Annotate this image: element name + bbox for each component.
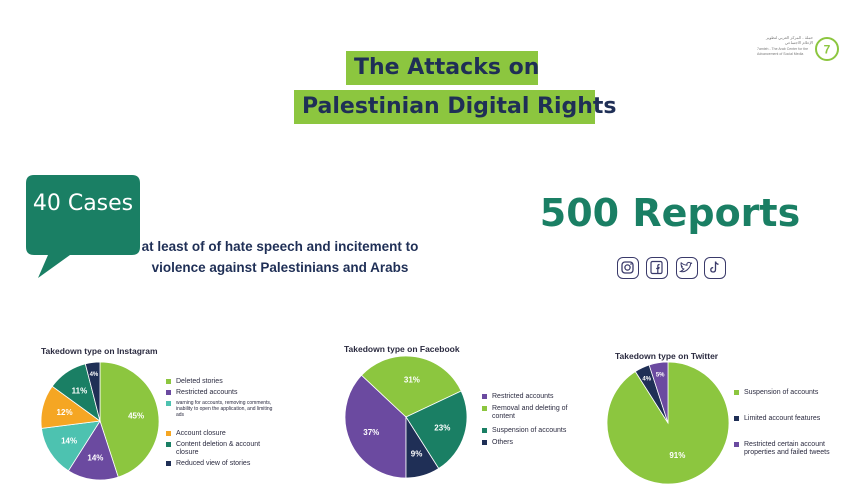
legend-swatch — [166, 431, 171, 436]
pie-data-label: 4% — [90, 372, 99, 378]
legend-label: Suspension of accounts — [492, 427, 567, 434]
legend-swatch — [734, 442, 739, 447]
legend-swatch — [482, 428, 487, 433]
logo-mark: 7 — [824, 43, 831, 57]
legend-item: Deleted stories — [166, 378, 276, 386]
legend-item: Restricted accounts — [166, 389, 276, 397]
legend-label: Suspension of accounts — [744, 389, 819, 396]
cases-description: at least of of hate speech and incitemen… — [141, 239, 419, 275]
legend-label: warning for accounts, removing comments,… — [176, 400, 273, 418]
legend-swatch — [166, 379, 171, 384]
pie-data-label: 23% — [434, 424, 450, 433]
legend-item: Suspension of accounts — [482, 427, 592, 435]
tiktok-icon[interactable] — [704, 257, 726, 279]
legend-item: Content deletion & account closure — [166, 441, 276, 457]
pie-data-label: 12% — [57, 408, 73, 417]
legend-swatch — [482, 394, 487, 399]
facebook-pie-chart: 37% 31% 23% 9% — [344, 355, 468, 479]
pie-slice-deleted-stories — [99, 361, 160, 478]
speech-bubble-icon — [26, 175, 140, 278]
title-line-2: Palestinian Digital Rights — [294, 90, 617, 124]
legend-swatch — [734, 390, 739, 395]
legend-label: Limited account features — [744, 415, 821, 422]
legend-swatch — [482, 406, 487, 411]
pie-slice-warning-for-accounts-removing- — [41, 420, 101, 472]
instagram-icon[interactable] — [617, 257, 639, 279]
legend-swatch — [166, 442, 171, 447]
legend-label: Deleted stories — [176, 378, 223, 385]
legend-label: Removal and deleting of content — [492, 405, 568, 420]
title-line-1: The Attacks on — [346, 51, 539, 85]
pie-slice-restricted-accounts — [67, 420, 119, 481]
twitter-pie-chart: 91% 4% 5% — [606, 361, 730, 485]
legend-label: Restricted certain account properties an… — [744, 441, 830, 456]
pie-data-label: 14% — [87, 453, 103, 462]
pie-data-label: 4% — [642, 377, 651, 383]
instagram-chart-title: Takedown type on Instagram — [41, 346, 158, 356]
pie-slice-restricted-accounts — [344, 374, 407, 479]
logo-arabic-text: حملة - المركز العربي لتطوير الإعلام الاج… — [766, 35, 813, 45]
legend-label: Content deletion & account closure — [176, 441, 261, 456]
logo: حملة - المركز العربي لتطوير الإعلام الاج… — [757, 35, 839, 65]
pie-data-label: 5% — [656, 373, 665, 379]
legend-item: warning for accounts, removing comments,… — [166, 400, 276, 418]
legend-item: Reduced view of stories — [166, 460, 276, 468]
twitter-chart-title: Takedown type on Twitter — [615, 351, 719, 361]
pie-data-label: 9% — [411, 449, 423, 458]
legend-item: Others — [482, 439, 592, 447]
legend-swatch — [166, 401, 171, 406]
legend-item: Suspension of accounts — [734, 389, 834, 397]
pie-data-label: 31% — [404, 376, 420, 385]
twitter-icon[interactable] — [676, 257, 698, 279]
legend-swatch — [166, 461, 171, 466]
legend-item: Restricted certain account properties an… — [734, 441, 834, 457]
legend-swatch — [166, 390, 171, 395]
facebook-chart-title: Takedown type on Facebook — [344, 344, 460, 354]
pie-data-label: 11% — [72, 387, 88, 396]
pie-data-label: 45% — [128, 411, 144, 420]
legend-label: Account closure — [176, 430, 226, 437]
legend-item: Account closure — [166, 430, 276, 438]
legend-label: Restricted accounts — [176, 389, 238, 396]
legend-swatch — [734, 416, 739, 421]
pie-data-label: 91% — [669, 451, 685, 460]
legend-label: Reduced view of stories — [176, 460, 251, 467]
cases-count: 40 Cases — [32, 191, 134, 216]
logo-mark-icon: 7 — [815, 37, 839, 61]
pie-data-label: 14% — [61, 437, 77, 446]
legend-label: Others — [492, 439, 514, 446]
legend-item: Limited account features — [734, 415, 834, 423]
instagram-pie-chart: 45% 14% 14% 12% 11% 4% — [40, 361, 160, 481]
pie-slice-restricted-certain-account-pro — [648, 361, 669, 424]
logo-english-text: 7amleh - The Arab Center for the Advance… — [757, 47, 809, 56]
reports-count: 500 Reports — [539, 191, 801, 235]
pie-slice-others — [405, 415, 440, 479]
legend-swatch — [482, 440, 487, 445]
pie-slice-reduced-view-of-stories — [84, 361, 101, 422]
facebook-icon[interactable] — [646, 257, 668, 279]
pie-slice-removal-and-deleting-of-conten — [360, 355, 462, 418]
pie-slice-suspension-of-accounts — [405, 390, 468, 470]
legend-item: Removal and deleting of content — [482, 405, 592, 421]
legend-item: Restricted accounts — [482, 393, 592, 401]
legend-label: Restricted accounts — [492, 393, 554, 400]
pie-data-label: 37% — [363, 428, 379, 437]
